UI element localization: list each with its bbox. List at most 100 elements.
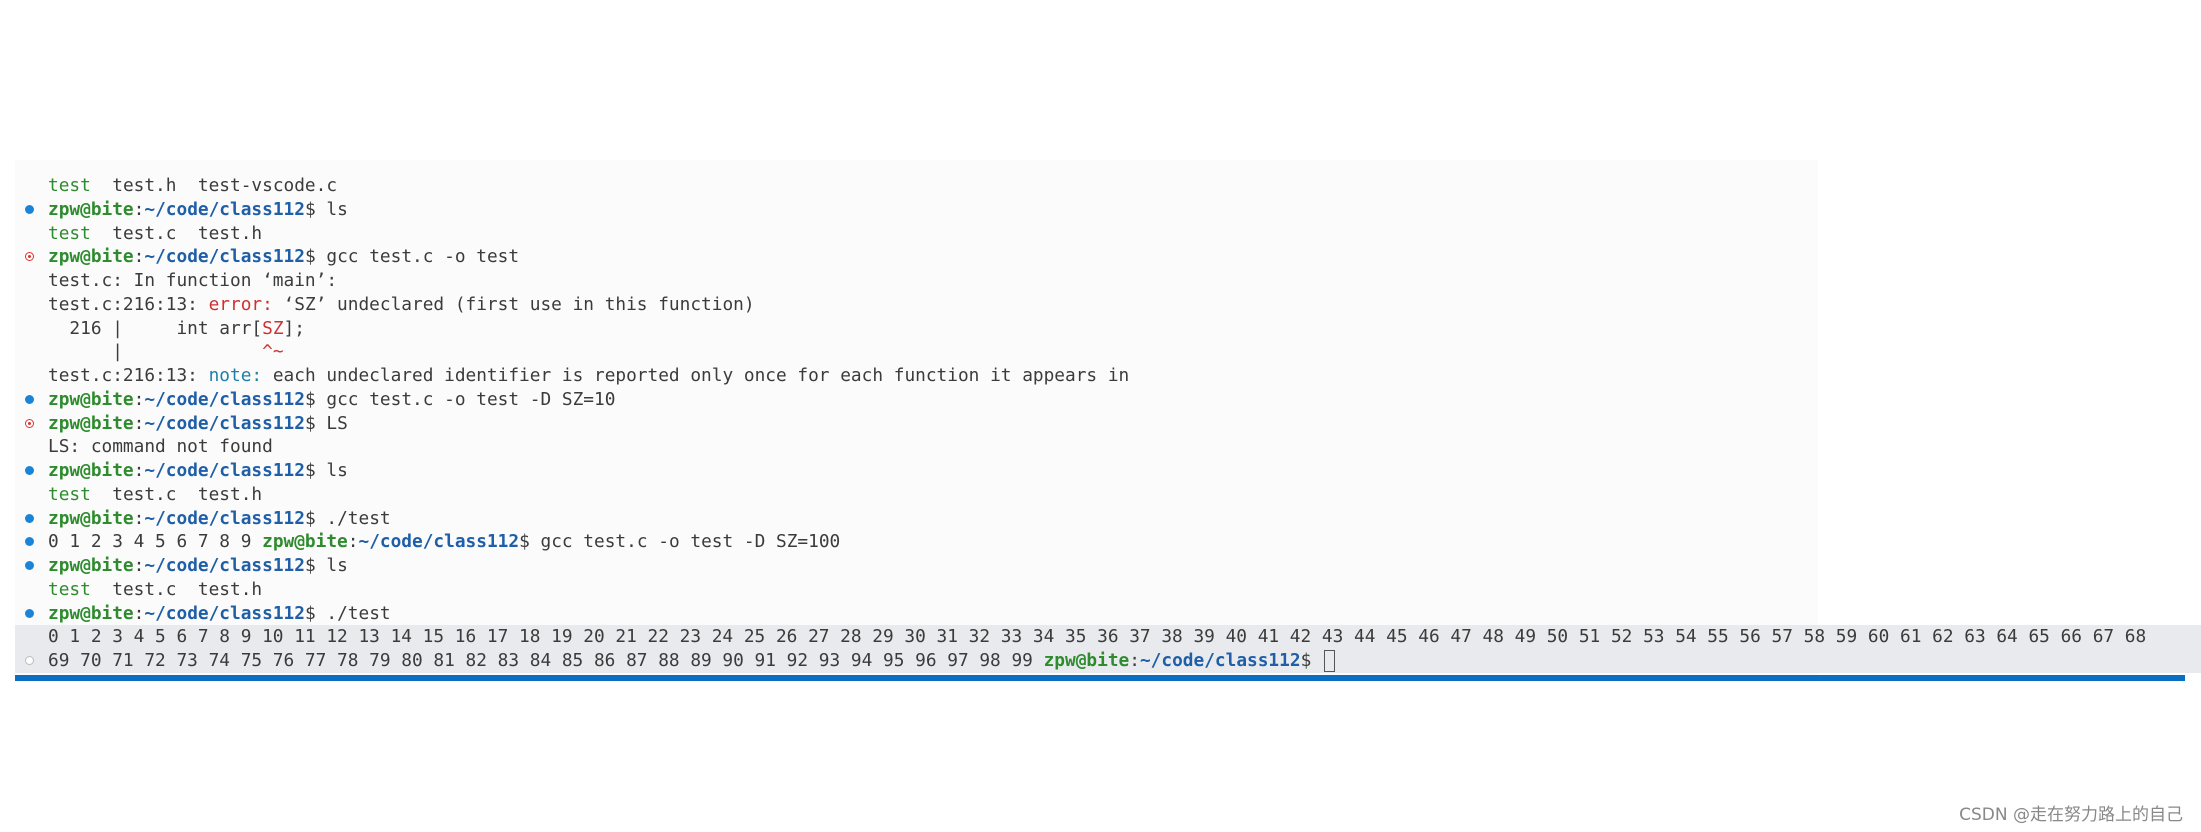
terminal-text: :	[133, 602, 145, 624]
terminal-text: test	[48, 483, 91, 505]
terminal-line: test test.c test.h	[15, 222, 2201, 246]
command-success-icon[interactable]	[25, 537, 34, 547]
terminal-text: test	[48, 222, 91, 244]
terminal-text: 0 1 2 3 4 5 6 7 8 9	[48, 531, 263, 553]
prompt-path: ~/code/class112	[144, 602, 305, 624]
terminal-line: test.c:216:13: error: ‘SZ’ undeclared (f…	[15, 293, 2201, 317]
terminal-text: $ LS	[304, 412, 348, 434]
terminal-text: :	[133, 507, 145, 529]
terminal-line: 0 1 2 3 4 5 6 7 8 9 zpw@bite:~/code/clas…	[15, 530, 2201, 554]
prompt-user: zpw@bite	[262, 531, 348, 553]
command-success-icon[interactable]	[25, 466, 34, 475]
prompt-user: zpw@bite	[48, 388, 134, 410]
terminal-text: :	[133, 555, 145, 576]
prompt-path: ~/code/class112	[358, 531, 520, 553]
command-success-icon[interactable]	[25, 394, 34, 404]
terminal-line: test.c:216:13: note: each undeclared ide…	[15, 364, 2201, 388]
terminal-cursor[interactable]	[1323, 650, 1335, 672]
terminal-text: $ gcc test.c -o test -D SZ=10	[304, 388, 616, 410]
terminal-line: LS: command not found	[15, 435, 2201, 459]
terminal-text: each undeclared identifier is reported o…	[262, 365, 1130, 386]
terminal-text: test.c: In function ‘main’:	[48, 270, 338, 291]
terminal-text: $	[1300, 650, 1322, 671]
terminal-text: :	[133, 246, 145, 268]
terminal-text: ^~	[262, 341, 284, 363]
terminal-line: zpw@bite:~/code/class112$ LS	[15, 412, 2201, 436]
terminal-text: SZ	[262, 317, 284, 339]
terminal-line: zpw@bite:~/code/class112$ ls	[15, 554, 2201, 578]
command-error-icon[interactable]	[25, 418, 34, 428]
command-success-icon[interactable]	[25, 513, 34, 523]
prompt-path: ~/code/class112	[144, 460, 305, 481]
prompt-path: ~/code/class112	[144, 198, 305, 220]
prompt-user: zpw@bite	[48, 198, 134, 220]
terminal-text: |	[48, 341, 263, 363]
terminal-text: test.c test.h	[90, 222, 263, 244]
terminal-line: zpw@bite:~/code/class112$ gcc test.c -o …	[15, 388, 2201, 412]
terminal-text: :	[1129, 650, 1140, 671]
command-success-icon[interactable]	[25, 561, 34, 570]
terminal-text: 216 | int arr[	[48, 317, 263, 339]
terminal-line: test.c: In function ‘main’:	[15, 269, 2201, 293]
terminal-text: $ ls	[304, 460, 348, 481]
prompt-user: zpw@bite	[1043, 650, 1130, 671]
terminal-text: $ ./test	[304, 602, 391, 624]
terminal-output: test test.h test-vscode.c zpw@bite:~/code…	[15, 174, 2201, 673]
terminal-text: 0 1 2 3 4 5 6 7 8 9 10 11 12 13 14 15 16…	[48, 626, 2147, 648]
terminal-text: error:	[208, 293, 273, 315]
terminal-line: zpw@bite:~/code/class112$ ./test	[15, 602, 2201, 626]
prompt-user: zpw@bite	[48, 507, 134, 529]
terminal-text: test.c test.h	[90, 483, 263, 505]
prompt-user: zpw@bite	[48, 602, 134, 624]
prompt-user: zpw@bite	[48, 555, 134, 576]
terminal-line: test test.c test.h	[15, 483, 2201, 507]
prompt-user: zpw@bite	[48, 412, 134, 434]
terminal-line: zpw@bite:~/code/class112$ ./test	[15, 507, 2201, 531]
terminal-text: $ gcc test.c -o test	[304, 246, 520, 268]
prompt-path: ~/code/class112	[1139, 650, 1301, 671]
prompt-path: ~/code/class112	[144, 507, 305, 529]
terminal-text: test	[48, 578, 91, 600]
prompt-path: ~/code/class112	[144, 388, 305, 410]
terminal-text: :	[133, 412, 145, 434]
terminal-text: $ gcc test.c -o test -D SZ=100	[519, 531, 841, 553]
terminal-text: ];	[283, 317, 305, 339]
watermark: CSDN @走在努力路上的自己	[1959, 805, 2183, 825]
terminal-text: :	[133, 198, 145, 220]
terminal-text: test.c:216:13:	[48, 365, 209, 386]
command-pending-icon[interactable]	[25, 656, 34, 665]
terminal-line: | ^~	[15, 340, 2201, 364]
command-error-icon[interactable]	[25, 252, 34, 262]
terminal-text: LS: command not found	[48, 436, 273, 458]
prompt-user: zpw@bite	[48, 460, 134, 481]
terminal-text: test.c:216:13:	[48, 293, 209, 315]
terminal-text: :	[133, 460, 145, 481]
terminal-text: test.c test.h	[90, 578, 263, 600]
command-success-icon[interactable]	[25, 204, 34, 214]
terminal-line: zpw@bite:~/code/class112$ ls	[15, 198, 2201, 222]
terminal-text: test.h test-vscode.c	[90, 175, 338, 196]
terminal-text: :	[133, 388, 145, 410]
terminal-text: ‘SZ’ undeclared (first use in this funct…	[272, 293, 755, 315]
terminal-line: test test.c test.h	[15, 578, 2201, 602]
status-bar	[15, 675, 2185, 681]
terminal-line: zpw@bite:~/code/class112$ gcc test.c -o …	[15, 245, 2201, 269]
terminal-text: :	[347, 531, 359, 553]
terminal-line: 216 | int arr[SZ];	[15, 317, 2201, 341]
terminal-text: 69 70 71 72 73 74 75 76 77 78 79 80 81 8…	[48, 650, 1044, 671]
prompt-path: ~/code/class112	[144, 555, 305, 576]
terminal-line: zpw@bite:~/code/class112$ ls	[15, 459, 2201, 483]
terminal-line: 69 70 71 72 73 74 75 76 77 78 79 80 81 8…	[15, 649, 2201, 673]
terminal-line: 0 1 2 3 4 5 6 7 8 9 10 11 12 13 14 15 16…	[15, 625, 2201, 649]
prompt-path: ~/code/class112	[144, 412, 305, 434]
terminal-text: note:	[208, 365, 263, 386]
terminal-panel[interactable]: test test.h test-vscode.c zpw@bite:~/code…	[15, 160, 2201, 677]
prompt-user: zpw@bite	[48, 246, 134, 268]
command-success-icon[interactable]	[25, 608, 34, 618]
terminal-text: test	[48, 175, 91, 196]
terminal-line: test test.h test-vscode.c	[15, 174, 2201, 198]
terminal-text: $ ls	[304, 555, 348, 576]
prompt-path: ~/code/class112	[144, 246, 305, 268]
terminal-text: $ ./test	[304, 507, 391, 529]
terminal-text: $ ls	[304, 198, 348, 220]
